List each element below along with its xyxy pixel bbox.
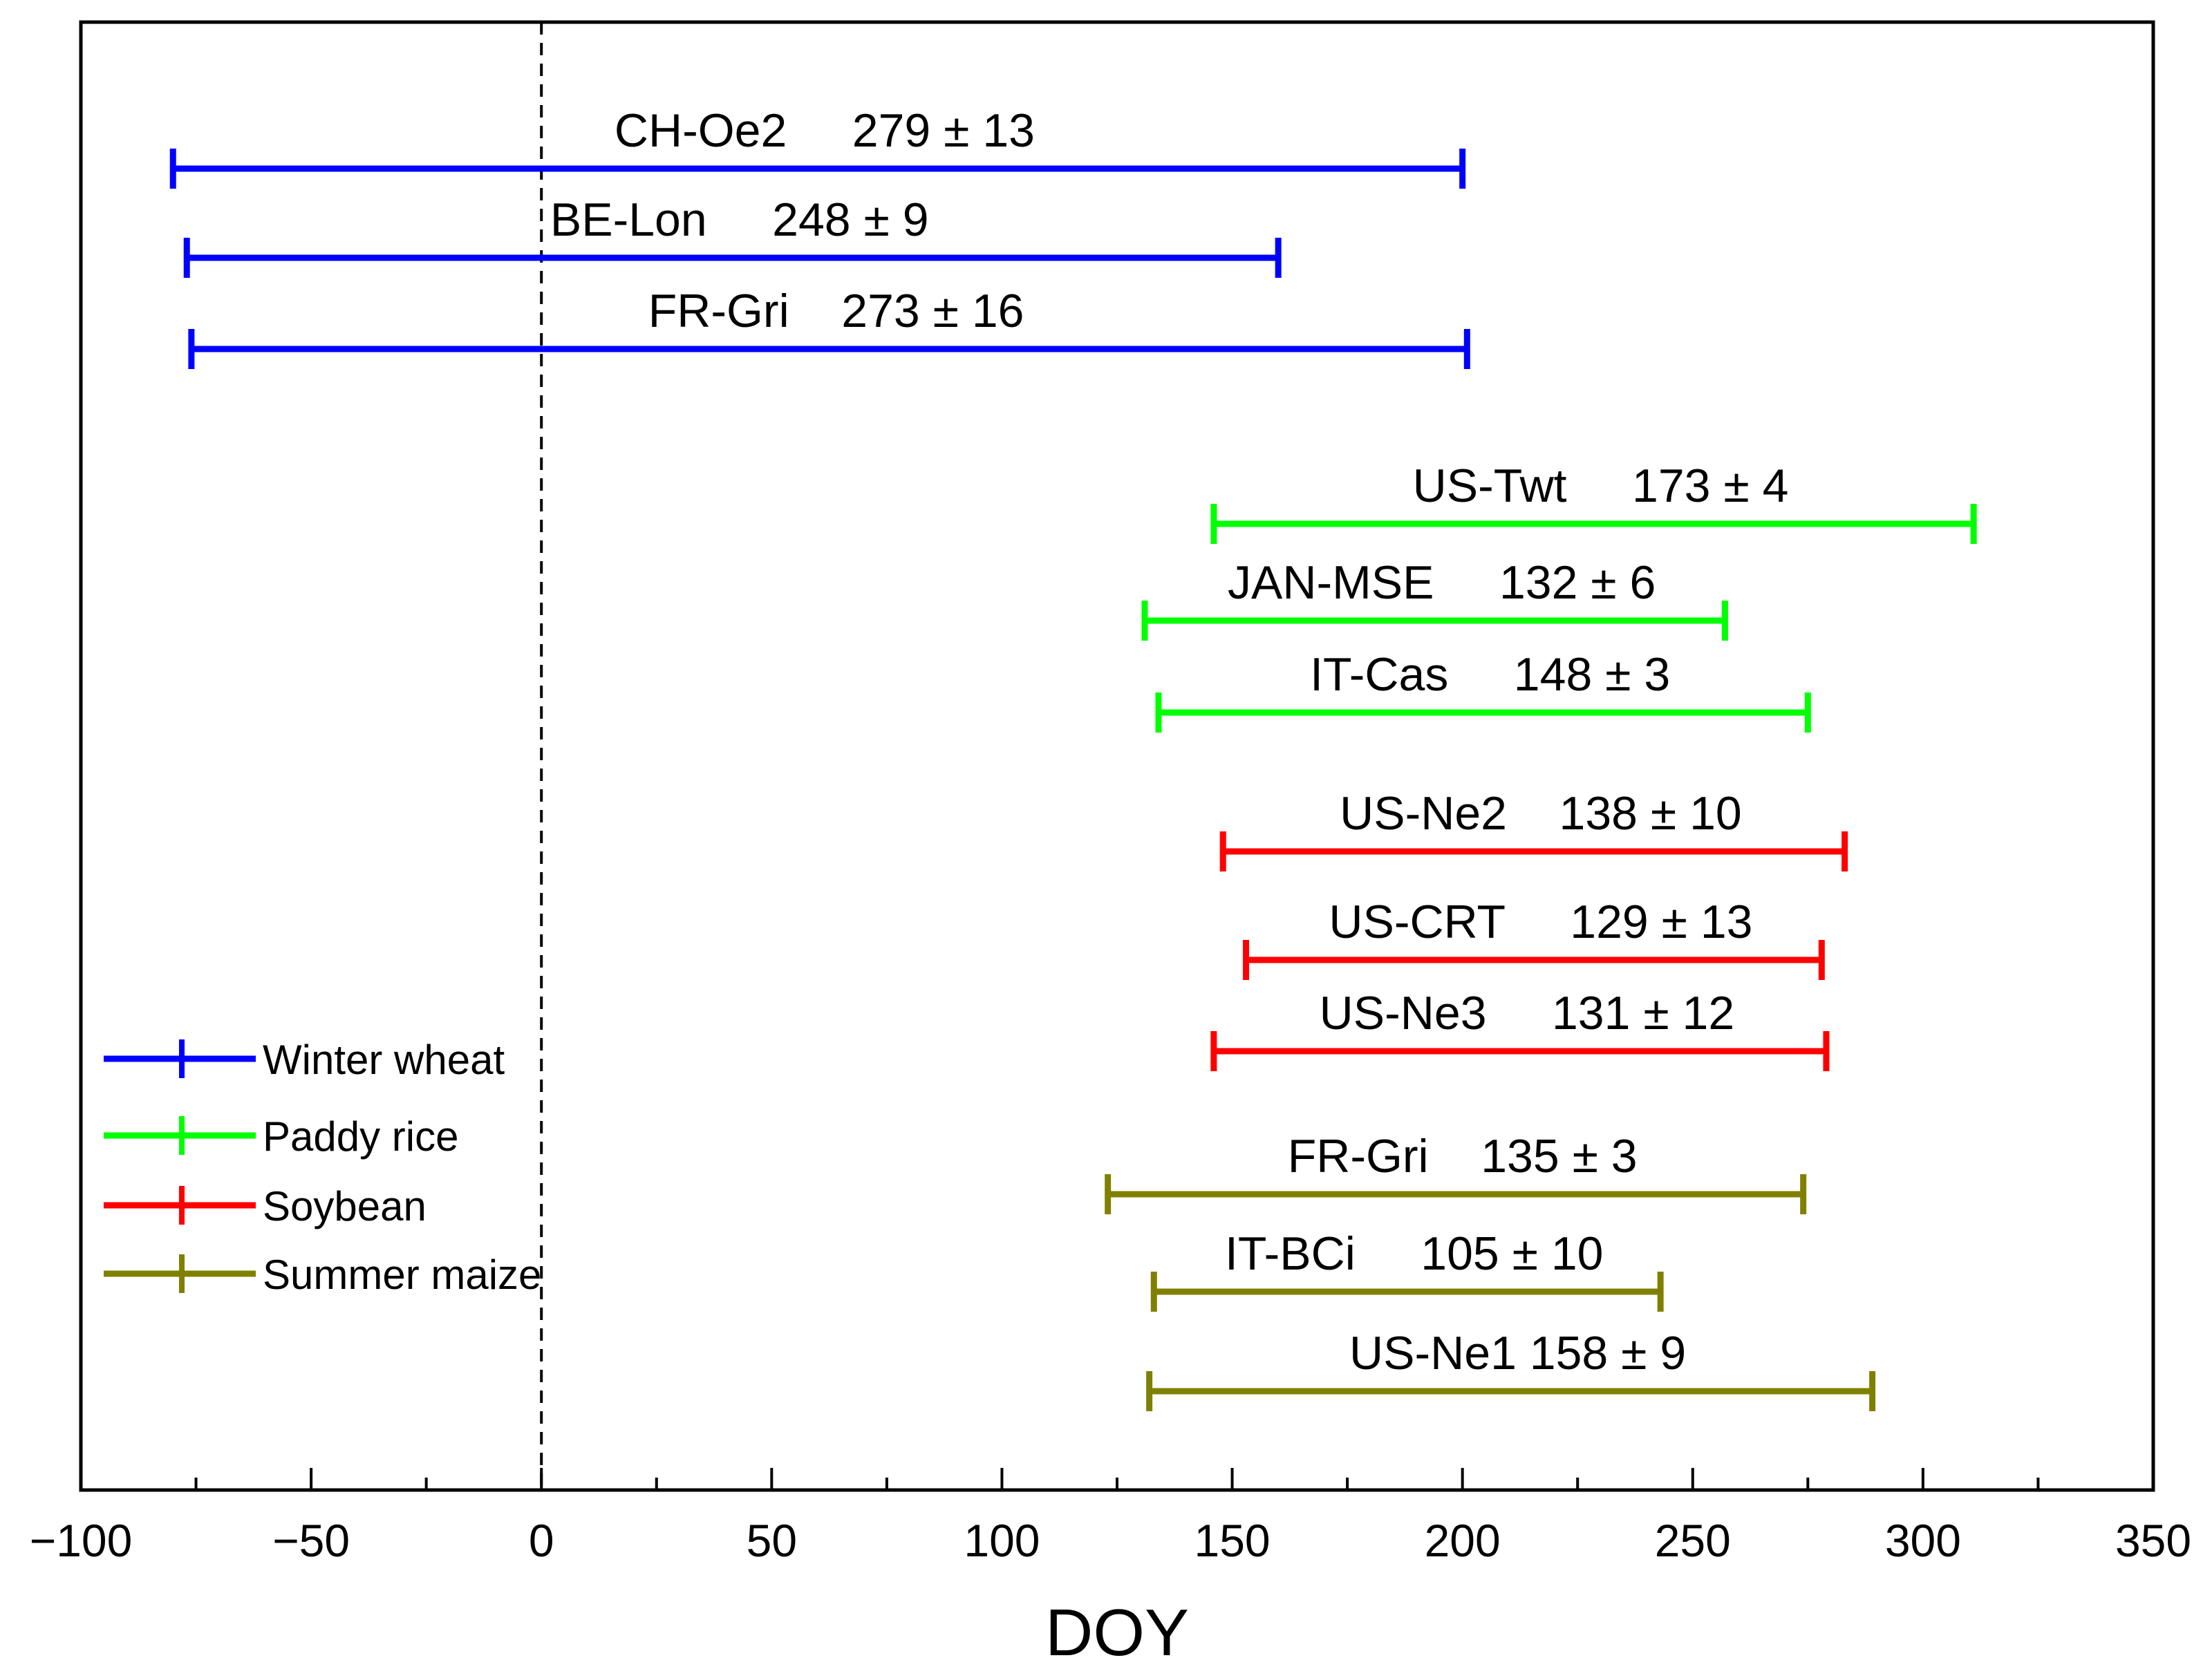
range-bar-label: US-Ne2 138 ± 10	[1340, 787, 1742, 840]
legend-item: Paddy rice	[104, 1113, 458, 1160]
range-bar-label: FR-Gri 135 ± 3	[1288, 1130, 1638, 1182]
range-bar-it-bci: IT-BCi 105 ± 10	[1150, 1227, 1664, 1312]
range-bar-label: US-Ne3 131 ± 12	[1320, 987, 1735, 1039]
x-tick-label: 250	[1655, 1515, 1731, 1566]
x-tick-label: 200	[1425, 1515, 1501, 1566]
x-axis-tick-labels: −100 −50 0 50 100 150 200 250 300 350	[30, 1515, 2191, 1566]
legend-item: Soybean	[104, 1183, 427, 1229]
legend-label: Summer maize	[263, 1252, 541, 1298]
range-bar-label: IT-BCi 105 ± 10	[1225, 1227, 1604, 1280]
x-tick-label: 300	[1885, 1515, 1961, 1566]
range-bar-us-ne2: US-Ne2 138 ± 10	[1219, 787, 1848, 871]
x-tick-label: 350	[2115, 1515, 2191, 1566]
range-bar-label: BE-Lon 248 ± 9	[550, 194, 929, 246]
range-bar-label: US-Ne1 158 ± 9	[1349, 1327, 1686, 1379]
x-tick-label: −100	[30, 1515, 133, 1566]
range-bar-label: US-Twt 173 ± 4	[1413, 460, 1789, 512]
range-bar-label: IT-Cas 148 ± 3	[1310, 648, 1670, 701]
legend: Winter wheat Paddy rice Soybean Summer maiz…	[104, 1037, 541, 1298]
range-bar-jan-mse: JAN-MSE 132 ± 6	[1141, 556, 1728, 641]
range-bar-fr-gri: FR-Gri 135 ± 3	[1105, 1130, 1807, 1214]
range-bar-be-lon: BE-Lon 248 ± 9	[183, 194, 1282, 278]
legend-item: Winter wheat	[104, 1037, 505, 1083]
legend-label: Winter wheat	[263, 1037, 505, 1083]
range-bar-us-ne3: US-Ne3 131 ± 12	[1210, 987, 1830, 1071]
range-bar-label: JAN-MSE 132 ± 6	[1228, 556, 1656, 609]
range-bar-us-crt: US-CRT 129 ± 13	[1243, 896, 1825, 980]
range-bar-label: CH-Oe2 279 ± 13	[615, 104, 1035, 157]
legend-label: Paddy rice	[263, 1113, 458, 1160]
x-axis-ticks	[79, 1468, 2155, 1490]
range-bar-it-cas: IT-Cas 148 ± 3	[1155, 648, 1811, 733]
range-bar-us-ne1: US-Ne1 158 ± 9	[1146, 1327, 1876, 1411]
range-bar-label: FR-Gri 273 ± 16	[648, 285, 1024, 337]
range-bar-ch-oe2: CH-Oe2 279 ± 13	[169, 104, 1466, 189]
x-axis-title: DOY	[1045, 1596, 1189, 1670]
range-bar-fr-gri: FR-Gri 273 ± 16	[188, 285, 1470, 369]
range-bars: CH-Oe2 279 ± 13 BE-Lon 248 ± 9 FR-Gri 273 …	[169, 104, 1977, 1411]
x-tick-label: 100	[964, 1515, 1040, 1566]
legend-item: Summer maize	[104, 1252, 541, 1298]
range-bar-label: US-CRT 129 ± 13	[1329, 896, 1752, 948]
legend-label: Soybean	[263, 1183, 427, 1229]
x-tick-label: 0	[529, 1515, 554, 1566]
x-tick-label: 50	[747, 1515, 797, 1566]
range-bar-us-twt: US-Twt 173 ± 4	[1210, 460, 1977, 544]
x-tick-label: −50	[272, 1515, 350, 1566]
x-tick-label: 150	[1194, 1515, 1270, 1566]
